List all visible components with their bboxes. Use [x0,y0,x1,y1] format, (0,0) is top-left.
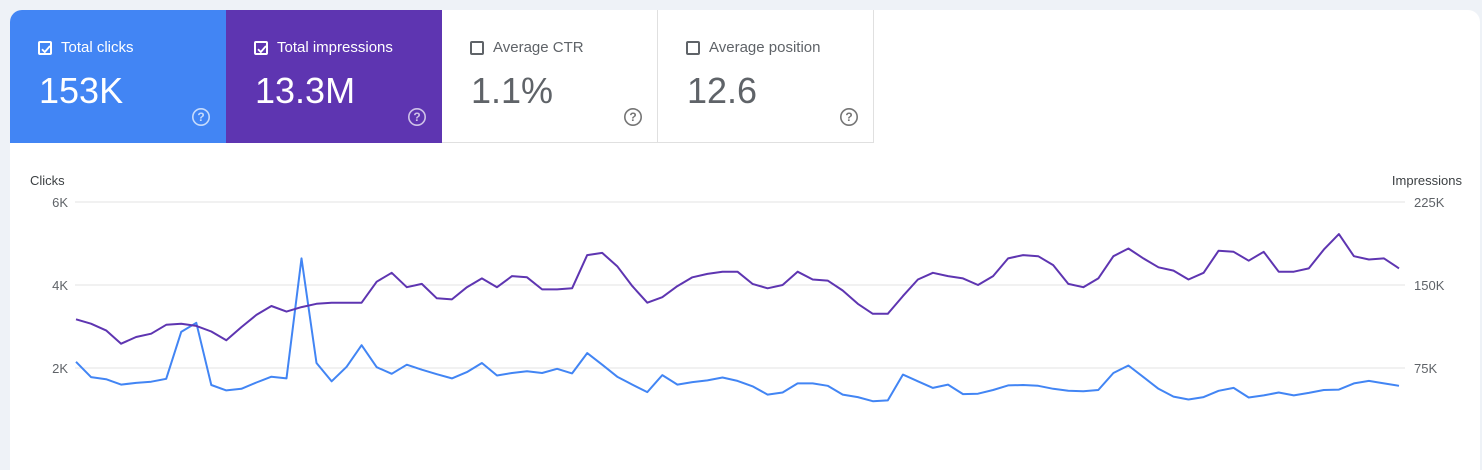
svg-text:?: ? [629,110,636,124]
gridlines [75,201,1405,369]
metric-label: Total impressions [277,39,393,56]
metric-value: 12.6 [687,70,758,111]
left-tick-label: 2K [52,361,68,376]
metric-value: 13.3M [255,70,356,111]
svg-text:?: ? [413,110,420,124]
metric-label: Average CTR [493,39,584,56]
metric-value: 153K [39,70,124,111]
help-icon[interactable]: ? [623,107,643,127]
right-axis-ticks: 225K 150K 75K [1414,195,1445,376]
left-tick-label: 4K [52,278,68,293]
metric-card-average-ctr[interactable]: Average CTR 1.1% ? [442,10,658,143]
checkbox-unchecked-icon[interactable] [470,41,484,55]
performance-chart[interactable]: Clicks Impressions 6K 4K 2K 225K 150K 75K [10,10,1480,448]
metric-card-total-clicks[interactable]: Total clicks 153K ? [10,10,226,143]
svg-text:?: ? [845,110,852,124]
right-tick-label: 75K [1414,361,1437,376]
help-icon[interactable]: ? [191,107,211,127]
performance-card: Total clicks 153K ? Total impressions 13… [10,10,1480,470]
metric-value: 1.1% [471,70,554,111]
metric-label: Total clicks [61,39,134,56]
checkbox-checked-icon[interactable] [38,41,52,55]
impressions-series-line [75,233,1400,345]
checkbox-unchecked-icon[interactable] [686,41,700,55]
clicks-series-line [75,257,1400,403]
series-lines [75,233,1400,403]
help-icon[interactable]: ? [407,107,427,127]
svg-text:?: ? [197,110,204,124]
left-tick-label: 6K [52,195,68,210]
right-tick-label: 225K [1414,195,1445,210]
checkbox-checked-icon[interactable] [254,41,268,55]
right-axis-title: Impressions [1392,173,1463,188]
left-axis-title: Clicks [30,173,65,188]
left-axis-ticks: 6K 4K 2K [52,195,68,376]
metric-card-total-impressions[interactable]: Total impressions 13.3M ? [226,10,442,143]
metric-card-average-position[interactable]: Average position 12.6 ? [658,10,874,143]
right-tick-label: 150K [1414,278,1445,293]
metric-tabs: Total clicks 153K ? Total impressions 13… [10,10,874,143]
help-icon[interactable]: ? [839,107,859,127]
metric-label: Average position [709,39,821,56]
